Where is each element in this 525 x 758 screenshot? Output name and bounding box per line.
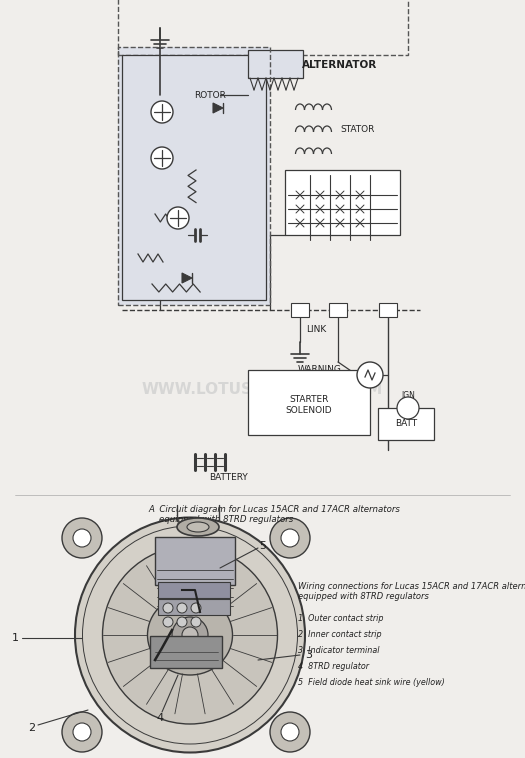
Circle shape	[151, 101, 173, 123]
Circle shape	[281, 529, 299, 547]
Bar	[122, 55, 266, 300]
Text: ALTERNATOR: ALTERNATOR	[302, 60, 377, 70]
Circle shape	[73, 723, 91, 741]
Circle shape	[172, 617, 208, 653]
Text: WARNING
LAMP: WARNING LAMP	[298, 365, 342, 385]
Circle shape	[62, 518, 102, 558]
Bar	[155, 537, 235, 585]
Circle shape	[73, 529, 91, 547]
Text: LINK: LINK	[306, 325, 326, 334]
Circle shape	[177, 603, 187, 613]
Bar	[118, 47, 270, 305]
Text: 2: 2	[28, 723, 36, 733]
Text: 3: 3	[305, 650, 312, 660]
Bar	[329, 303, 347, 317]
Ellipse shape	[75, 518, 305, 753]
Circle shape	[191, 617, 201, 627]
Text: 4: 4	[156, 713, 164, 723]
Circle shape	[397, 397, 419, 419]
Text: 5: 5	[259, 541, 267, 551]
Bar	[248, 370, 370, 435]
Bar	[285, 170, 400, 235]
Circle shape	[281, 723, 299, 741]
Text: BATT: BATT	[395, 419, 417, 428]
Text: 3  Indicator terminal: 3 Indicator terminal	[298, 646, 380, 655]
Text: 1: 1	[12, 633, 18, 643]
Ellipse shape	[148, 595, 233, 675]
Text: A  Circuit diagram for Lucas 15ACR and 17ACR alternators
    equipped with 8TRD : A Circuit diagram for Lucas 15ACR and 17…	[148, 505, 400, 525]
Circle shape	[62, 712, 102, 752]
Text: IND: IND	[330, 305, 345, 315]
Bar	[379, 303, 397, 317]
Bar	[378, 408, 434, 440]
Text: 1  Outer contact strip: 1 Outer contact strip	[298, 614, 383, 623]
Text: BATTERY: BATTERY	[208, 472, 247, 481]
Text: 2  Inner contact strip: 2 Inner contact strip	[298, 630, 382, 639]
Circle shape	[151, 147, 173, 169]
Circle shape	[163, 617, 173, 627]
Bar	[248, 50, 303, 78]
Text: Wiring connections for Lucas 15ACR and 17ACR alternator
equipped with 8TRD regul: Wiring connections for Lucas 15ACR and 1…	[298, 582, 525, 601]
Circle shape	[191, 603, 201, 613]
Bar	[158, 599, 230, 615]
Ellipse shape	[102, 546, 278, 724]
Bar	[118, 47, 270, 305]
Text: ROTOR: ROTOR	[194, 90, 226, 99]
Circle shape	[357, 362, 383, 388]
Circle shape	[167, 207, 189, 229]
Circle shape	[163, 603, 173, 613]
Text: +: +	[384, 305, 392, 315]
Bar	[118, 0, 408, 55]
Text: WWW.LOTUSMARQUES.COM: WWW.LOTUSMARQUES.COM	[141, 383, 383, 397]
Circle shape	[177, 617, 187, 627]
Text: F: F	[298, 305, 302, 315]
Bar	[158, 582, 230, 598]
Bar	[291, 303, 309, 317]
Polygon shape	[213, 103, 223, 113]
Circle shape	[270, 712, 310, 752]
Ellipse shape	[187, 522, 209, 532]
Text: STARTER
SOLENOID: STARTER SOLENOID	[286, 396, 332, 415]
Bar	[150, 636, 222, 668]
Text: 5  Field diode heat sink wire (yellow): 5 Field diode heat sink wire (yellow)	[298, 678, 445, 687]
Polygon shape	[182, 273, 192, 283]
Text: STATOR: STATOR	[341, 126, 375, 134]
Text: IGN: IGN	[401, 390, 415, 399]
Circle shape	[270, 518, 310, 558]
Text: 4  8TRD regulator: 4 8TRD regulator	[298, 662, 369, 671]
Ellipse shape	[177, 518, 219, 536]
Circle shape	[182, 627, 198, 643]
